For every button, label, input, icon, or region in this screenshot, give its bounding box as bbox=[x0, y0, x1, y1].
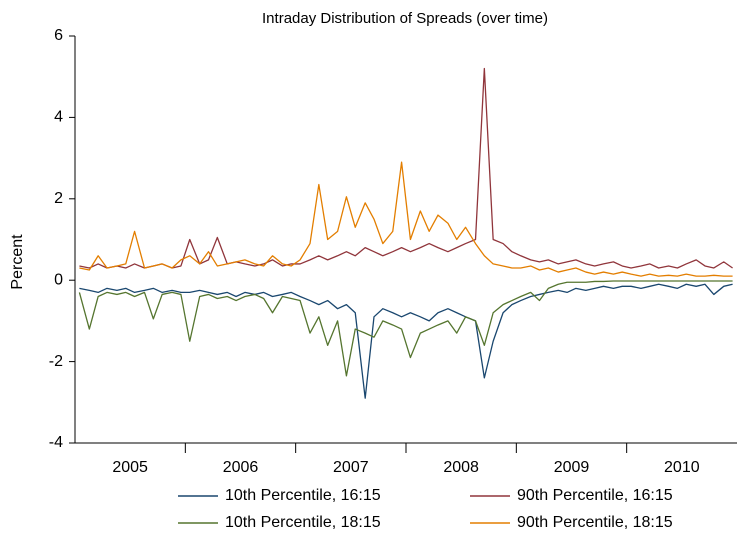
series-line bbox=[79, 161, 733, 277]
y-tick-label: -4 bbox=[49, 434, 63, 451]
y-tick-label: -2 bbox=[49, 353, 63, 370]
x-tick-label: 2007 bbox=[333, 459, 369, 476]
y-tick-label: 0 bbox=[54, 271, 63, 288]
x-tick-label: 2008 bbox=[443, 459, 479, 476]
chart-title: Intraday Distribution of Spreads (over t… bbox=[262, 10, 548, 27]
y-axis-label: Percent bbox=[9, 234, 26, 290]
x-tick-label: 2005 bbox=[112, 459, 148, 476]
y-tick-label: 6 bbox=[54, 27, 63, 44]
legend-label: 90th Percentile, 18:15 bbox=[517, 514, 673, 531]
legend-label: 10th Percentile, 18:15 bbox=[225, 514, 381, 531]
legend-label: 10th Percentile, 16:15 bbox=[225, 487, 381, 504]
series-line bbox=[79, 283, 733, 399]
y-tick-label: 4 bbox=[54, 109, 63, 126]
series-line bbox=[78, 280, 733, 377]
legend-label: 90th Percentile, 16:15 bbox=[517, 487, 673, 504]
x-tick-label: 2009 bbox=[554, 459, 590, 476]
x-tick-label: 2010 bbox=[664, 459, 700, 476]
x-tick-label: 2006 bbox=[223, 459, 259, 476]
series-line bbox=[79, 67, 733, 269]
y-tick-label: 2 bbox=[54, 190, 63, 207]
